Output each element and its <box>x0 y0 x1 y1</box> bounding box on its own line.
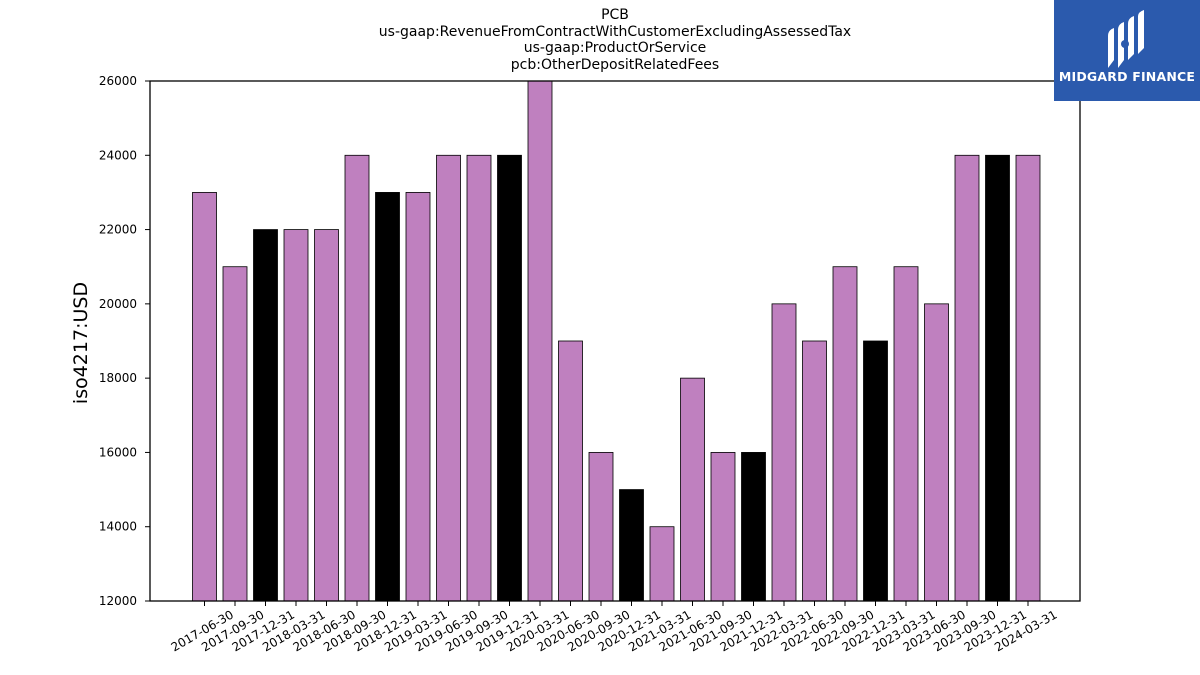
logo-text: MIDGARD FINANCE <box>1058 69 1196 84</box>
title-line-3: us-gaap:ProductOrService <box>523 40 707 56</box>
bar-2019-06-30 <box>436 154 461 602</box>
bar-2020-09-30 <box>588 452 614 602</box>
title-line-4: pcb:OtherDepositRelatedFees <box>510 56 720 73</box>
y-tick-label: 22000 <box>99 223 137 237</box>
brand-logo: MIDGARD FINANCE <box>1054 0 1200 101</box>
plot-frame <box>149 80 1081 602</box>
bar-2022-12-31 <box>863 340 888 602</box>
bar-2021-03-31 <box>649 526 675 602</box>
midgard-logo-mark-icon <box>1108 10 1144 68</box>
bar-2022-03-31 <box>771 303 797 602</box>
bar-2023-06-30 <box>924 303 949 602</box>
title-line-2: us-gaap:RevenueFromContractWithCustomerE… <box>378 23 852 40</box>
y-tick-label: 24000 <box>99 148 137 162</box>
bar-2020-06-30 <box>558 340 583 602</box>
bar-2023-03-31 <box>893 266 919 602</box>
bar-2019-09-30 <box>466 154 492 602</box>
y-tick-label: 12000 <box>99 594 137 608</box>
bar-2022-06-30 <box>802 340 827 602</box>
bar-2020-03-31 <box>527 80 553 602</box>
y-axis-label: iso4217:USD <box>70 282 92 404</box>
bar-2019-12-31 <box>497 154 522 602</box>
bar-2018-06-30 <box>314 229 339 602</box>
y-tick-label: 26000 <box>99 74 137 88</box>
bar-2021-12-31 <box>741 452 766 602</box>
bar-2017-06-30 <box>192 192 217 602</box>
x-axis: 2017-06-302017-09-302017-12-312018-03-31… <box>169 601 1060 654</box>
y-tick-label: 20000 <box>99 297 137 311</box>
title-line-1: PCB <box>601 7 629 23</box>
y-axis: 12000 14000 16000 18000 20000 22000 24000 26000 <box>99 74 150 608</box>
bar-2019-03-31 <box>405 192 431 602</box>
bar-2018-09-30 <box>344 154 370 602</box>
bar-2023-12-31 <box>985 154 1010 602</box>
bar-2022-09-30 <box>832 266 858 602</box>
y-tick-label: 14000 <box>99 520 137 534</box>
y-tick-label: 16000 <box>99 445 137 459</box>
bars-group <box>192 80 1041 602</box>
bar-2017-09-30 <box>222 266 248 602</box>
bar-2017-12-31 <box>253 229 278 602</box>
bar-2018-12-31 <box>375 192 400 602</box>
y-tick-label: 18000 <box>99 371 137 385</box>
bar-2020-12-31 <box>619 489 644 602</box>
bar-2024-03-31 <box>1015 154 1041 602</box>
bar-2021-09-30 <box>710 452 736 602</box>
bar-2018-03-31 <box>283 229 309 602</box>
bar-2023-09-30 <box>954 154 980 602</box>
bar-2021-06-30 <box>680 377 705 602</box>
